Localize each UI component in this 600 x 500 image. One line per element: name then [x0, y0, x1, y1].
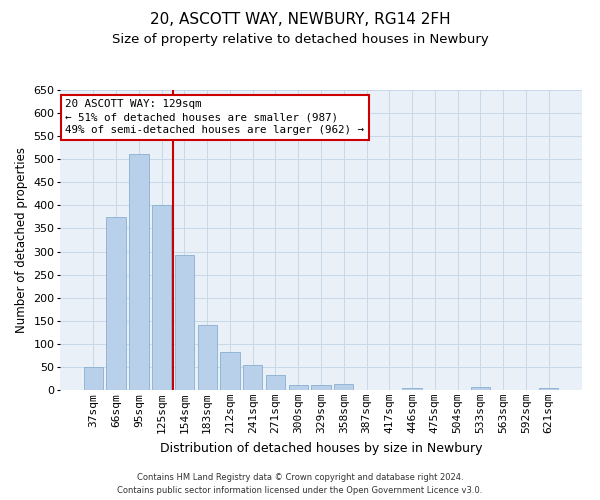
Bar [84, 367, 103, 390]
Bar [106, 217, 126, 390]
Bar [266, 375, 285, 390]
Bar [197, 325, 217, 390]
Text: 20 ASCOTT WAY: 129sqm
← 51% of detached houses are smaller (987)
49% of semi-det: 20 ASCOTT WAY: 129sqm ← 51% of detached … [65, 99, 364, 136]
Bar [539, 388, 558, 390]
Bar [152, 206, 172, 390]
Bar [403, 388, 422, 390]
Bar [311, 385, 331, 390]
Y-axis label: Number of detached properties: Number of detached properties [15, 147, 28, 333]
Bar [220, 352, 239, 390]
Bar [289, 385, 308, 390]
Text: Contains HM Land Registry data © Crown copyright and database right 2024.
Contai: Contains HM Land Registry data © Crown c… [118, 474, 482, 495]
Text: Size of property relative to detached houses in Newbury: Size of property relative to detached ho… [112, 32, 488, 46]
Bar [175, 255, 194, 390]
Bar [129, 154, 149, 390]
X-axis label: Distribution of detached houses by size in Newbury: Distribution of detached houses by size … [160, 442, 482, 454]
Text: 20, ASCOTT WAY, NEWBURY, RG14 2FH: 20, ASCOTT WAY, NEWBURY, RG14 2FH [149, 12, 451, 28]
Bar [243, 364, 262, 390]
Bar [334, 384, 353, 390]
Bar [470, 387, 490, 390]
